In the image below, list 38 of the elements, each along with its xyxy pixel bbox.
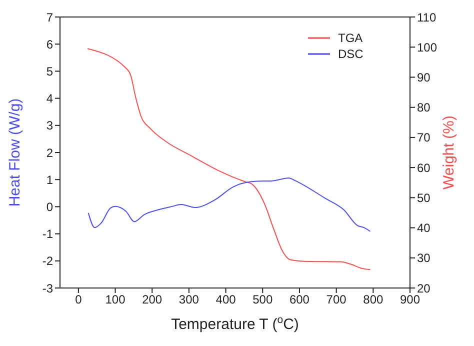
- y2-axis-title: Weight (%): [440, 116, 458, 190]
- y-axis-title: Heat Flow (W/g): [6, 98, 24, 207]
- y2-tick-label: 90: [417, 70, 431, 84]
- y2-tick-label: 60: [417, 160, 431, 175]
- legend-label: DSC: [338, 47, 364, 61]
- y2-tick-label: 20: [417, 281, 431, 296]
- y-tick-label: -3: [42, 281, 54, 296]
- y-tick-label: 7: [46, 10, 54, 24]
- x-tick-label: 500: [252, 292, 273, 307]
- x-tick-label: 200: [142, 292, 162, 307]
- y-tick-label: 2: [46, 146, 54, 160]
- y-tick-label: -1: [42, 227, 54, 242]
- x-tick-label: 100: [105, 292, 126, 307]
- x-tick-label: 800: [363, 292, 384, 307]
- y2-tick-label: 110: [417, 10, 436, 24]
- y2-tick-label: 100: [417, 40, 438, 54]
- x-tick-label: 0: [75, 292, 82, 307]
- x-tick-label: 600: [289, 292, 310, 307]
- y-tick-label: -2: [42, 254, 54, 268]
- x-tick-label: 300: [178, 292, 200, 307]
- x-tick-label: 900: [400, 292, 420, 307]
- y2-tick-label: 70: [417, 130, 431, 145]
- y-tick-label: 5: [46, 64, 54, 78]
- line-series: [88, 177, 371, 232]
- y-tick-label: 6: [46, 37, 54, 52]
- legend-label: TGA: [338, 31, 363, 45]
- y-tick-label: 0: [46, 200, 54, 214]
- x-axis-title: Temperature T ($^{o}$C): [171, 314, 299, 333]
- x-tick-label: 700: [326, 292, 347, 307]
- x-tick-label: 400: [216, 292, 236, 307]
- y-tick-label: 4: [46, 92, 54, 106]
- y2-tick-label: 80: [417, 100, 431, 115]
- y2-tick-label: 30: [417, 251, 431, 266]
- y-tick-label: 1: [46, 172, 54, 187]
- y2-tick-label: 40: [417, 221, 431, 236]
- y2-tick-label: 50: [417, 190, 431, 205]
- line-series: [87, 48, 371, 270]
- y-tick-label: 3: [46, 118, 54, 133]
